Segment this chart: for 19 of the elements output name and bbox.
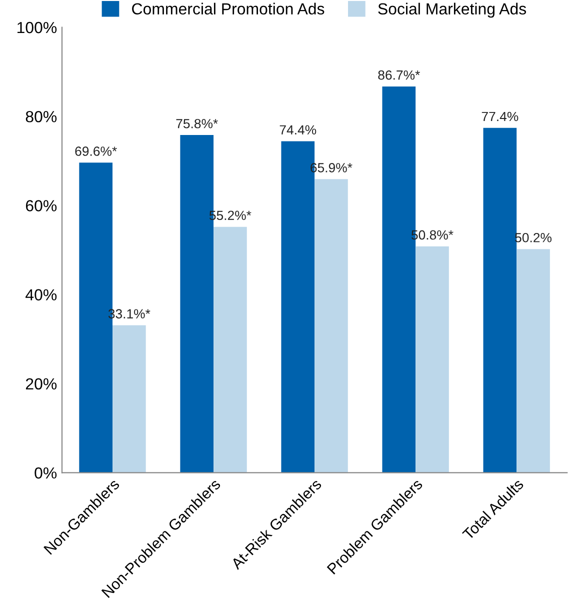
y-tick-label: 80% [26,110,57,122]
y-tick-label: 20% [26,378,57,390]
data-label: 86.7%* [378,70,420,80]
bar [516,249,550,473]
bar [416,246,449,473]
bar [483,128,517,473]
bar [314,179,348,473]
y-tick-label: 100% [18,22,57,34]
legend-label: Commercial Promotion Ads [132,2,324,15]
data-label: 77.4% [482,112,518,122]
data-label: 69.6%* [75,146,117,156]
y-tick-label: 0% [34,467,57,479]
data-label: 74.4% [280,125,316,134]
legend-label: Social Marketing Ads [378,2,526,18]
y-tick-label: 40% [26,289,57,300]
bar [112,325,146,473]
y-tick-label: 60% [26,200,57,212]
bar [214,226,247,473]
data-label: 75.8%* [176,118,218,128]
